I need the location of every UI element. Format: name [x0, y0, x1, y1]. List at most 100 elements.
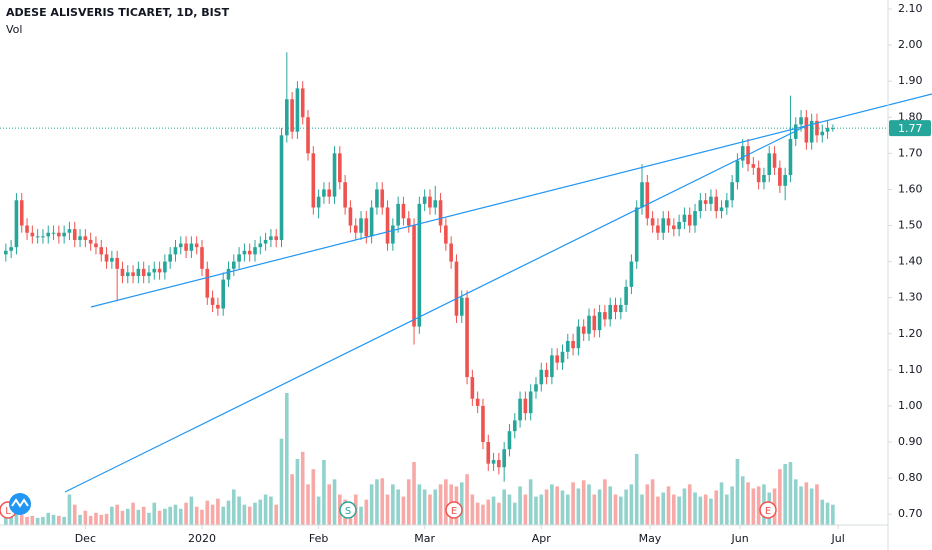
candle-body	[428, 196, 432, 208]
volume-bar	[746, 482, 750, 525]
candle-body	[62, 232, 66, 237]
volume-bar	[613, 494, 618, 525]
event-marker[interactable]	[339, 501, 357, 519]
volume-bar	[735, 459, 740, 525]
candle-body	[9, 247, 13, 251]
volume-bar	[656, 496, 660, 525]
volume-bar	[528, 479, 533, 525]
candle-body	[311, 153, 316, 208]
volume-bar	[9, 516, 13, 525]
candle-layer	[4, 52, 835, 482]
volume-bar	[783, 464, 787, 525]
volume-bar	[497, 502, 501, 525]
volume-bar	[597, 489, 602, 525]
volume-bar	[311, 469, 316, 525]
candle-body	[592, 315, 597, 331]
volume-bar	[295, 459, 300, 525]
volume-bar	[650, 479, 655, 525]
volume-bar	[751, 488, 756, 525]
candle-body	[35, 236, 40, 238]
volume-bar	[375, 479, 379, 525]
volume-bar	[205, 500, 210, 525]
candle-body	[110, 257, 114, 262]
candle-body	[136, 268, 141, 277]
volume-bar	[369, 484, 374, 525]
volume-bar	[438, 484, 443, 525]
volume-bar	[481, 504, 485, 525]
x-tick-label: 2020	[188, 532, 216, 545]
volume-bar	[237, 496, 241, 525]
volume-bar	[417, 484, 422, 525]
volume-bar	[285, 393, 289, 525]
volume-bar	[793, 479, 798, 525]
candle-body	[491, 460, 496, 464]
logo-icon	[11, 498, 29, 508]
volume-bar	[327, 484, 332, 525]
candle-body	[613, 304, 618, 313]
candle-body	[94, 243, 98, 248]
event-marker[interactable]	[759, 501, 777, 519]
candle-body	[433, 200, 438, 208]
event-marker[interactable]	[445, 501, 463, 519]
candle-body	[751, 164, 756, 168]
volume-bar	[83, 510, 88, 525]
candle-body	[656, 225, 660, 233]
candle-body	[512, 420, 517, 432]
volume-bar	[57, 515, 61, 525]
volume-bar	[35, 517, 40, 525]
candle-body	[475, 398, 480, 406]
candle-body	[640, 182, 644, 208]
volume-bar	[210, 504, 215, 525]
volume-bar	[619, 496, 623, 525]
volume-bar	[110, 506, 114, 525]
candle-body	[783, 175, 787, 186]
volume-bar	[804, 482, 809, 525]
event-label: S	[345, 506, 351, 517]
candle-body	[809, 120, 814, 143]
volume-bar	[104, 513, 109, 525]
candle-body	[72, 229, 77, 240]
volume-bar	[258, 499, 263, 525]
candle-body	[709, 196, 713, 204]
candle-body	[687, 214, 692, 226]
volume-bar	[550, 484, 554, 525]
candle-body	[412, 225, 416, 327]
candle-body	[115, 257, 119, 269]
volume-bar	[698, 496, 703, 525]
candle-body	[263, 239, 268, 244]
candle-body	[295, 88, 300, 132]
candle-body	[231, 261, 236, 269]
volume-bar	[433, 489, 438, 525]
volume-bar	[555, 486, 559, 525]
candle-body	[147, 272, 151, 277]
y-tick-label: 1.90	[898, 74, 923, 87]
candle-body	[19, 200, 24, 226]
candle-body	[141, 268, 146, 277]
candle-body	[316, 196, 321, 208]
volume-bar	[231, 489, 236, 525]
candle-body	[698, 200, 703, 212]
volume-bar	[486, 499, 491, 525]
y-tick-label: 2.00	[898, 38, 923, 51]
candle-body	[719, 207, 724, 212]
candle-body	[459, 297, 464, 316]
candle-body	[401, 203, 406, 219]
volume-bar	[115, 504, 119, 525]
candle-body	[481, 405, 485, 443]
candle-body	[831, 128, 835, 130]
candle-body	[131, 272, 135, 277]
x-tick-label: Jun	[730, 532, 748, 545]
volume-bar	[46, 512, 51, 525]
x-tick-label: Mar	[414, 532, 435, 545]
volume-bar	[725, 494, 729, 525]
candle-body	[30, 232, 35, 237]
candle-body	[725, 200, 729, 208]
candle-body	[740, 146, 745, 161]
event-label: L	[5, 506, 11, 517]
y-tick-label: 2.10	[898, 2, 923, 15]
candle-body	[422, 196, 427, 204]
candle-body	[157, 268, 162, 273]
candle-body	[290, 99, 294, 132]
volume-bar	[136, 509, 141, 525]
